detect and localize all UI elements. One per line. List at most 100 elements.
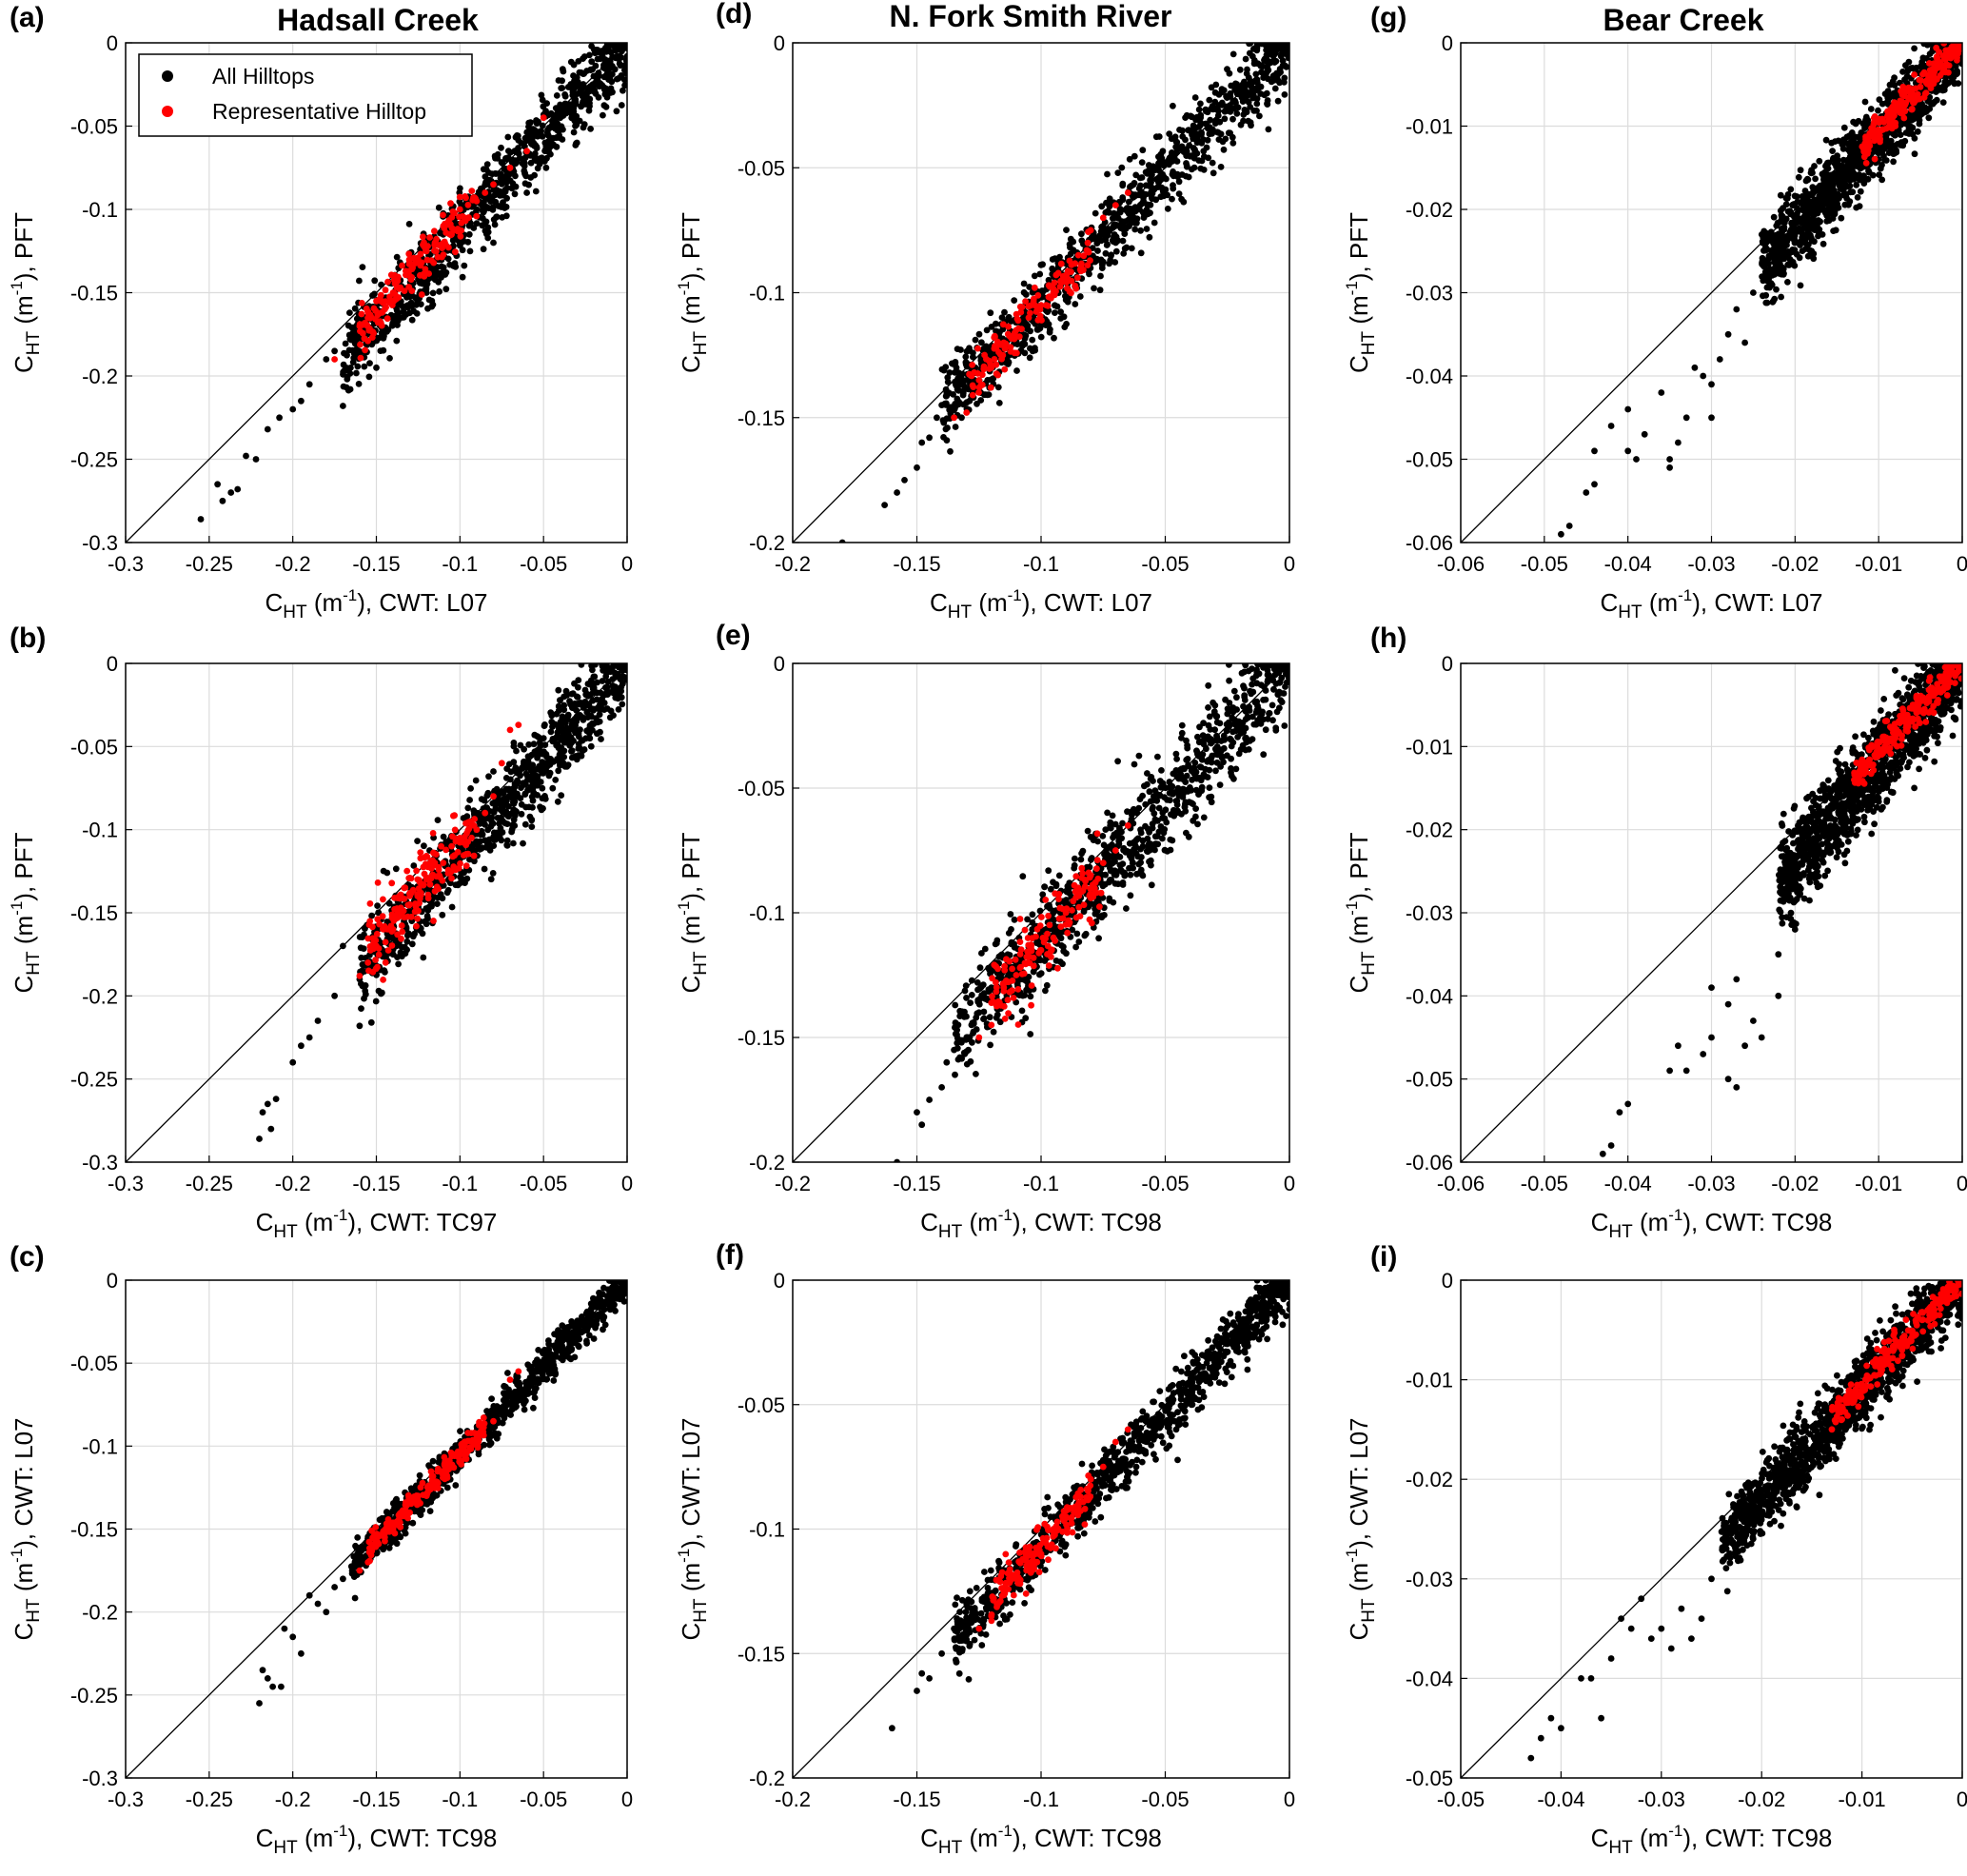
panel-e-point-0-11 [1281,722,1288,729]
panel-d-ytick-label-1: -0.15 [738,406,785,430]
panel-b-point-0-783 [593,689,600,697]
panel-a-point-0-730 [547,150,554,158]
panel-a-ytick-label-6: 0 [107,31,118,55]
panel-d-point-0-713 [1020,316,1028,324]
panel-a-point-1-105 [465,214,472,221]
panel-d-point-0-753 [994,384,1002,391]
panel-d-point-0-835 [1283,50,1289,58]
panel-b-point-0-658 [599,678,606,684]
panel-a-point-0-370 [480,166,487,173]
panel-d-point-0-946 [1188,152,1195,160]
panel-b-point-0-376 [503,820,511,827]
panel-a-point-0-869 [522,172,530,180]
panel-a-point-0-882 [549,121,556,128]
panel-c-point-0-783 [567,1332,575,1339]
panel-d-point-0-850 [1147,209,1153,217]
panel-b-point-1-112 [464,839,471,845]
panel-a-point-1-162 [431,247,438,254]
panel-a-point-0-671 [620,87,626,94]
panel-b-point-0-631 [586,729,593,737]
panel-d-point-1-51 [1013,349,1020,357]
panel-a-point-0-5 [243,452,249,460]
panel-c-point-0-629 [588,1318,596,1326]
panel-c: -0.3 -0.25 -0.2 -0.15 -0.1 -0.05 0-0.3-0.25-0.… [8,1241,633,1858]
panel-d-point-0-3 [901,477,908,484]
panel-d-point-0-389 [1176,127,1183,133]
panel-d-point-1-18 [1087,257,1093,264]
panel-c-point-0-584 [499,1419,506,1427]
panel-b-point-0-791 [541,793,548,800]
panel-b-point-0-556 [485,815,493,822]
panel-c-point-1-177 [420,1491,427,1498]
panel-d-point-0-895 [1122,218,1130,226]
panel-a-point-1-176 [366,325,373,332]
panel-b-point-0-732 [599,663,605,668]
panel-b-point-0-717 [592,663,599,668]
panel-c-point-0-1 [259,1667,266,1674]
panel-b-point-0-834 [568,739,575,746]
panel-d-point-1-49 [1068,268,1074,275]
panel-c-point-1-182 [415,1498,423,1506]
panel-c-point-0-696 [580,1319,586,1326]
panel-b-point-1-134 [429,830,437,837]
panel-d-point-0-0 [838,539,846,543]
panel-c-point-0-150 [354,1534,362,1541]
panel-d-point-0-537 [1209,159,1216,167]
panel-c-xtick-label-2: -0.2 [275,1787,311,1811]
panel-a-point-0-3 [227,489,235,496]
panel-d-point-0-757 [975,330,983,338]
panel-a-xlabel: CHT (m-1), CWT: L07 [265,586,487,622]
panel-d-point-0-809 [1206,130,1213,138]
panel-b-point-0-888 [574,701,581,707]
panel-e-point-0-20 [1155,804,1163,812]
panel-c-point-0-866 [584,1313,592,1321]
panel-d-point-0-346 [1143,226,1151,232]
panel-b-point-1-132 [462,820,469,827]
panel-a-point-0-843 [393,337,401,345]
panel-a-point-0-742 [340,361,347,368]
panel-a-ytick-label-1: -0.25 [70,448,118,472]
panel-d-point-0-988 [1159,186,1167,193]
panel-b-point-1-160 [370,939,377,947]
panel-c-point-0-868 [508,1393,516,1401]
panel-a-point-0-733 [502,204,510,210]
panel-d-point-0-820 [1093,255,1101,263]
panel-b-point-0-412 [536,739,543,746]
panel-c-ytick-label-2: -0.2 [82,1601,118,1625]
panel-a-ytick-label-5: -0.05 [70,115,118,139]
panel-c-point-1-158 [428,1472,436,1480]
panel-d-point-0-585 [1179,133,1187,140]
panel-d-point-0-53 [1102,249,1110,257]
panel-b-point-0-16 [540,735,547,741]
panel-c-point-1-151 [396,1510,403,1517]
panel-b-point-0-505 [503,765,511,772]
panel-b-point-0-885 [534,792,541,799]
panel-a-point-0-716 [406,309,413,317]
panel-a-point-0-6 [252,456,260,463]
panel-d-point-0-791 [1281,91,1288,98]
panel-b-point-0-0 [256,1135,263,1142]
panel-b-point-0-649 [375,909,383,917]
panel-d-point-0-505 [1211,98,1219,106]
panel-b-point-1-167 [414,893,422,899]
panel-d-point-1-1 [963,409,971,416]
panel-d-point-1-105 [1016,303,1024,310]
panel-c-point-1-57 [435,1465,442,1472]
panel-a-point-0-885 [556,113,563,121]
panel-a-point-0-90 [356,277,363,285]
panel-d-point-0-138 [1118,164,1126,171]
panel-d-point-0-814 [952,378,958,385]
panel-b-xtick-label-0: -0.3 [108,1172,144,1195]
panel-d-point-1-2 [975,377,983,384]
panel-b-point-1-23 [448,875,455,882]
panel-c-point-0-741 [602,1297,610,1305]
panel-d-point-1-0 [951,414,957,422]
panel-a-point-1-17 [506,164,514,171]
panel-c-point-1-150 [395,1515,403,1523]
panel-a-point-0-911 [606,74,614,82]
panel-b-point-0-393 [517,741,524,749]
panel-a-point-0-180 [558,85,565,91]
panel-b-ytick-label-1: -0.25 [70,1068,118,1092]
panel-b-point-0-650 [612,671,620,678]
panel-b-point-0-864 [578,737,585,743]
